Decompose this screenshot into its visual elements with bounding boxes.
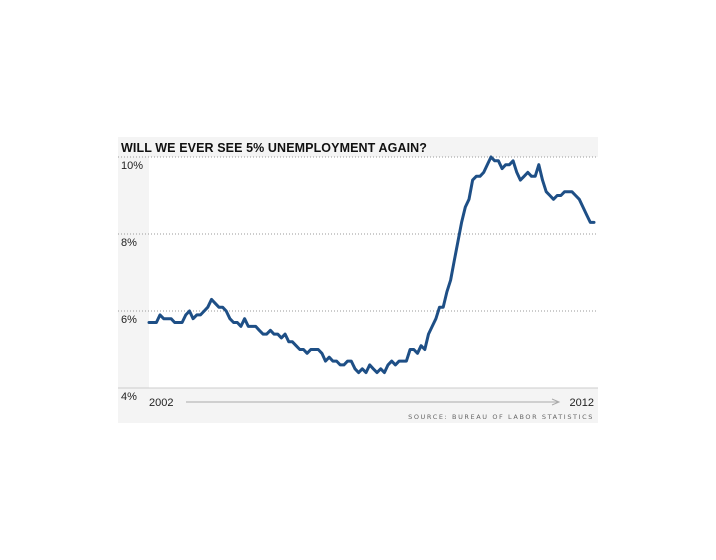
- time-arrow-head: [551, 398, 561, 406]
- y-tick-label: 6%: [121, 314, 137, 326]
- y-tick-label: 4%: [121, 391, 137, 403]
- x-tick-start: 2002: [149, 397, 173, 409]
- y-tick-label: 8%: [121, 237, 137, 249]
- chart-title: WILL WE EVER SEE 5% UNEMPLOYMENT AGAIN?: [121, 141, 428, 155]
- y-tick-label: 10%: [121, 160, 143, 172]
- series-line-unemployment: [147, 155, 596, 375]
- plot-area: [149, 157, 598, 388]
- x-tick-end: 2012: [570, 397, 594, 409]
- source-note: SOURCE: BUREAU OF LABOR STATISTICS: [408, 413, 594, 421]
